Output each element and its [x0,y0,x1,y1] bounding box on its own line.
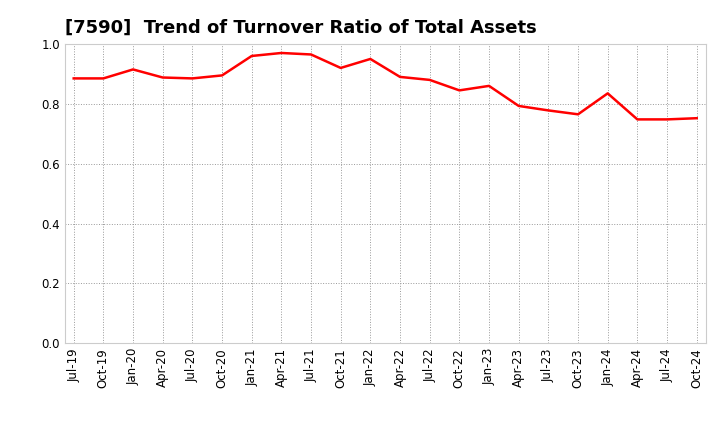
Text: [7590]  Trend of Turnover Ratio of Total Assets: [7590] Trend of Turnover Ratio of Total … [65,19,536,37]
